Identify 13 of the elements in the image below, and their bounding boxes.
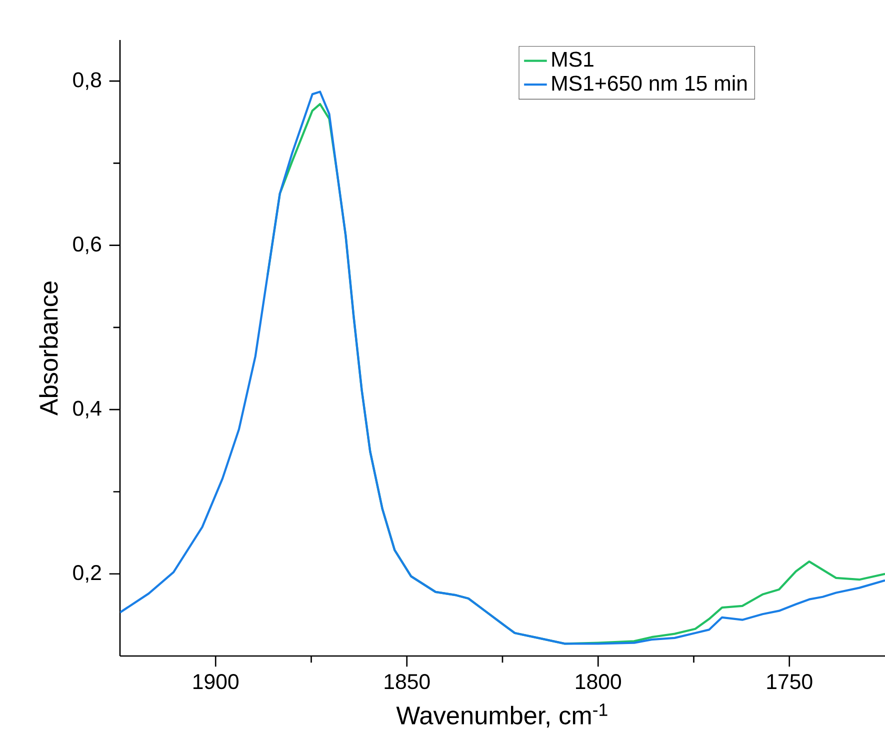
x-tick-label: 1750 [767,674,812,690]
legend-label: MS1 [552,52,594,67]
y-tick-label: 0,6 [73,236,101,254]
y-tick-label: 0,2 [73,565,101,583]
y-axis-title: Absorbance [39,282,58,416]
x-axis-title: Wavenumber, cm$^{-1}$ [396,704,608,728]
line-series [120,90,885,645]
x-tick-label: 1900 [194,674,238,690]
x-tick-label: 1850 [384,674,430,690]
y-tick-label: 0,8 [73,72,102,90]
y-tick-label: 0,4 [73,400,102,418]
x-tick-label: 1800 [576,674,621,690]
legend-label: MS1+650 nm 15 min [552,75,747,91]
